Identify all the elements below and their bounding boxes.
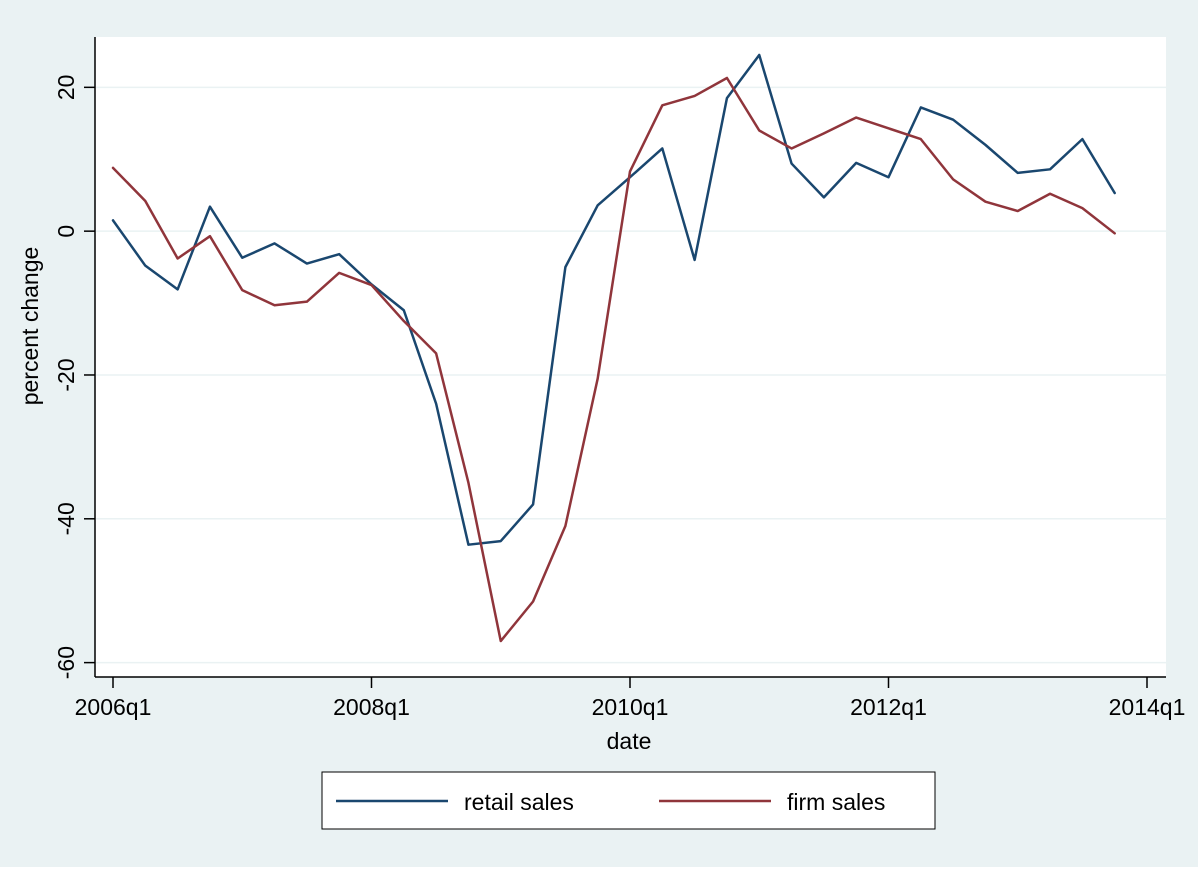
y-tick-label--20: -20 xyxy=(53,358,79,391)
series-line-firm-sales xyxy=(111,76,1116,643)
x-tick-label-2010q1: 2010q1 xyxy=(592,694,669,720)
x-axis-title: date xyxy=(607,728,652,754)
series-line-retail-sales xyxy=(111,53,1116,546)
x-axis-ticks: 2006q1 2008q1 2010q1 2012q1 2014q1 xyxy=(75,677,1186,720)
y-tick-label--60: -60 xyxy=(53,646,79,679)
x-tick-label-2006q1: 2006q1 xyxy=(75,694,152,720)
x-tick-label-2008q1: 2008q1 xyxy=(333,694,410,720)
y-tick-label--40: -40 xyxy=(53,502,79,535)
plot-area xyxy=(95,37,1166,677)
series-lines xyxy=(111,53,1116,643)
y-axis-title: percent change xyxy=(17,247,43,406)
y-axis-ticks: -60 -40 -20 0 20 xyxy=(53,75,95,679)
x-tick-label-2014q1: 2014q1 xyxy=(1109,694,1186,720)
x-tick-label-2012q1: 2012q1 xyxy=(850,694,927,720)
legend-label-retail-sales: retail sales xyxy=(464,789,574,815)
y-tick-label-0: 0 xyxy=(53,225,79,238)
legend: retail sales firm sales xyxy=(321,771,936,830)
y-tick-label-20: 20 xyxy=(53,75,79,101)
legend-label-firm-sales: firm sales xyxy=(787,789,885,815)
gridlines xyxy=(96,86,1166,664)
